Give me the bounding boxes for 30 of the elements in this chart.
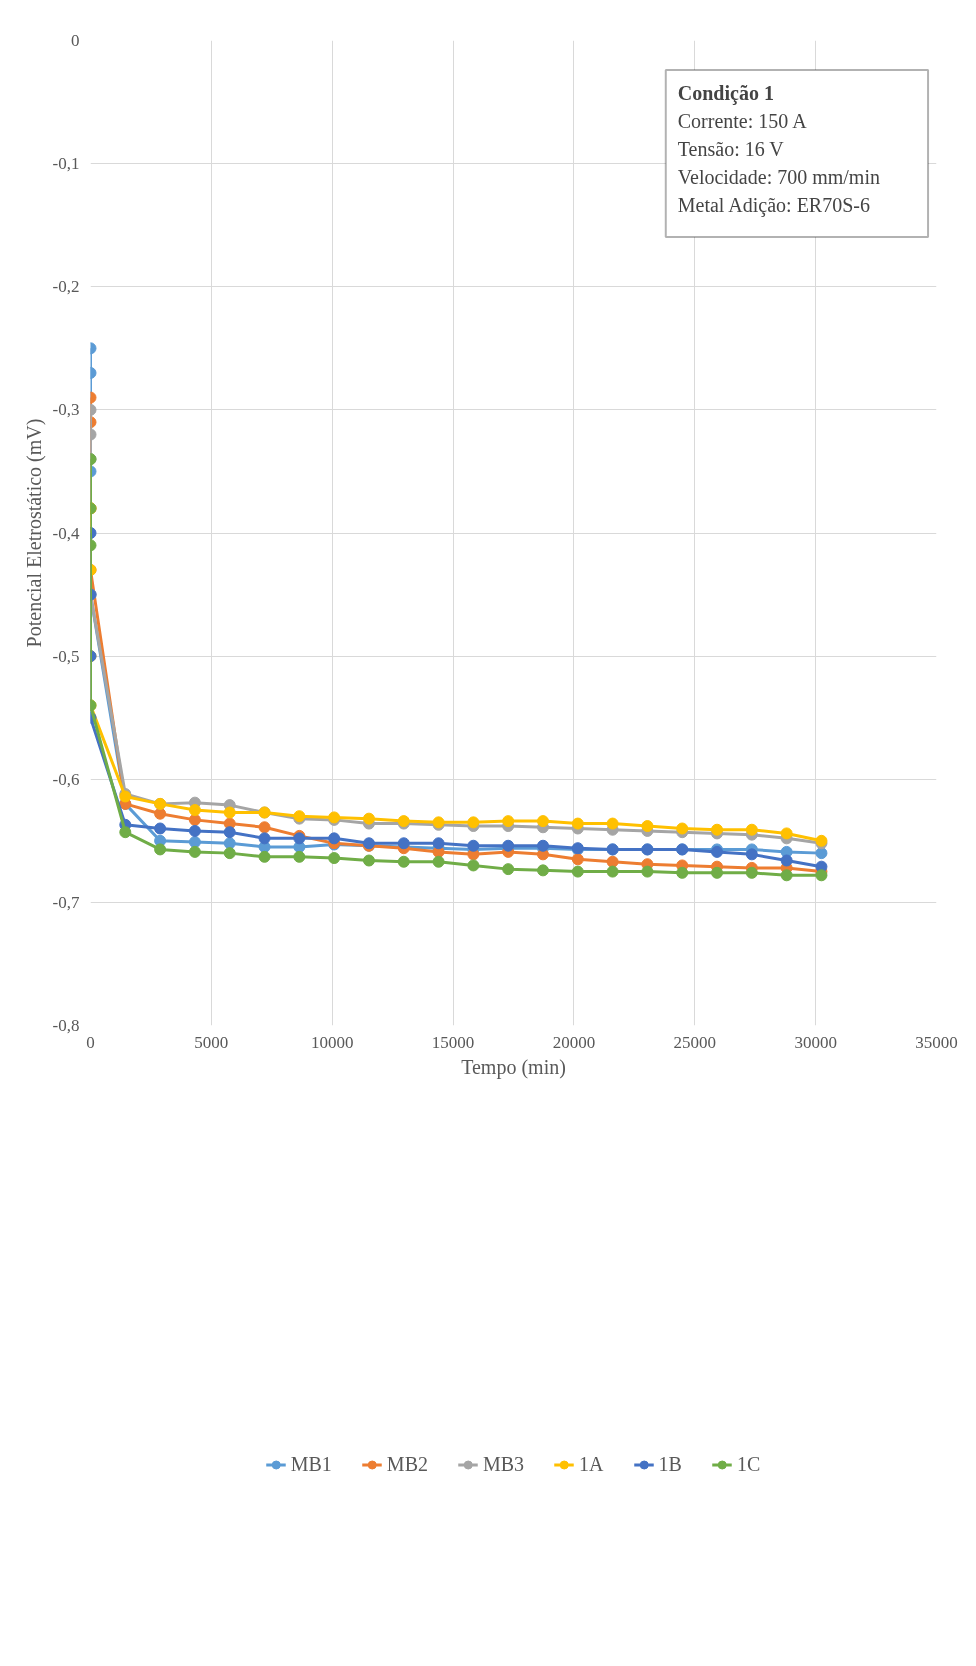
y-tick-label: 0 [71,31,80,50]
x-tick-label: 35000 [915,1032,958,1052]
legend-label: MB2 [386,1452,428,1476]
annotation: Corrente: 150 A [677,110,808,133]
x-tick-label: 10000 [310,1032,354,1052]
y-tick-label: -0,6 [52,769,80,789]
y-tick-label: -0,8 [52,1016,80,1035]
x-tick-label: 15000 [431,1032,475,1052]
annotation: Condição 1 [677,82,774,106]
x-tick-label: 0 [86,1032,95,1052]
y-tick-label: -0,4 [52,523,80,543]
x-tick-label: 25000 [673,1032,717,1052]
legend-label: MB3 [482,1452,525,1476]
annotation: Metal Adição: ER70S-6 [677,194,870,218]
legend-label: 1C [736,1452,761,1476]
x-tick-label: 20000 [552,1032,596,1052]
legend-label: 1A [579,1452,604,1476]
y-tick-label: -0,3 [52,400,80,420]
x-axis-title: Tempo (min) [461,1055,566,1079]
y-tick-label: -0,1 [52,154,80,174]
x-tick-label: 30000 [794,1032,837,1052]
y-axis-title: Potencial Eletrostático (mV) [22,418,46,648]
annotation: Velocidade: 700 mm/min [677,166,880,189]
annotation: Tensão: 16 V [677,138,785,161]
y-tick-label: -0,7 [52,892,80,912]
y-tick-label: -0,2 [52,277,80,297]
legend-label: 1B [658,1452,682,1476]
x-tick-label: 5000 [194,1032,229,1052]
legend-label: MB1 [290,1452,332,1476]
y-tick-label: -0,5 [52,646,80,666]
